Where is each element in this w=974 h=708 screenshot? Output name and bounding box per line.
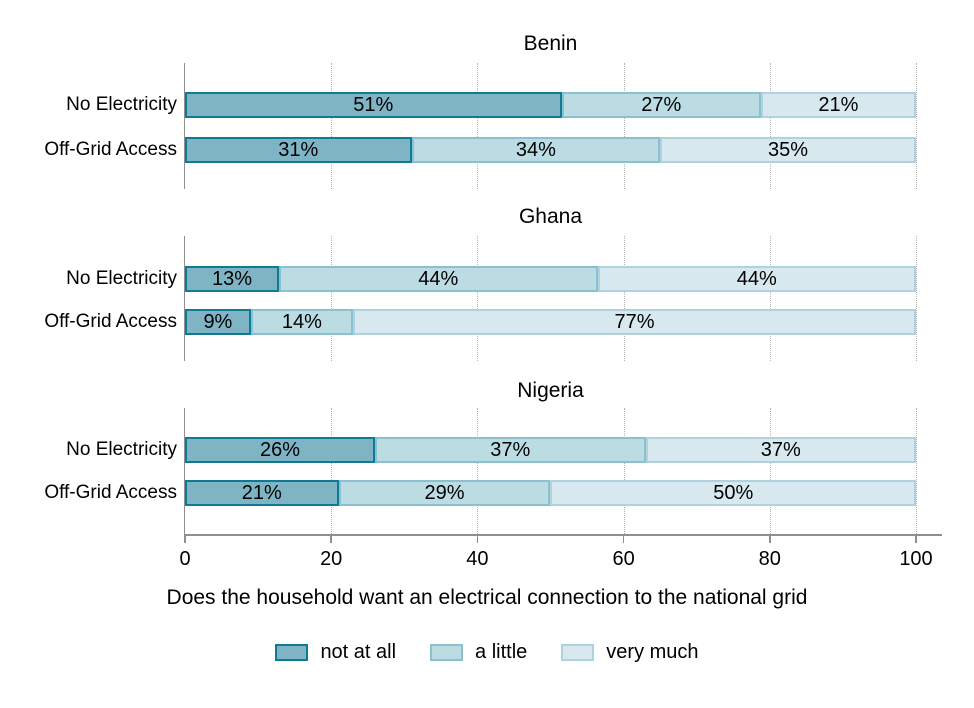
legend-swatch-icon: [430, 643, 464, 661]
x-tick-60: [622, 534, 625, 543]
panel-title-nigeria: Nigeria: [517, 379, 584, 402]
bar-row-benin-1: 31% 34% 35%: [185, 137, 916, 163]
x-tick-80: [769, 534, 771, 543]
bar-segment: 51%: [185, 92, 562, 118]
gridline-benin-100: [916, 63, 917, 189]
category-label: Off-Grid Access: [44, 311, 177, 332]
category-label: Off-Grid Access: [44, 482, 177, 503]
bar-value-label: 44%: [418, 268, 459, 290]
bar-segment: 9%: [185, 309, 251, 335]
bar-row-benin-0: 51% 27% 21%: [185, 92, 916, 118]
x-tick-0: [184, 534, 186, 543]
bar-segment: 44%: [279, 266, 598, 292]
bar-value-label: 9%: [203, 311, 233, 333]
x-tick-20: [330, 534, 332, 543]
bar-value-label: 44%: [736, 268, 777, 290]
gridline-ghana-100: [916, 236, 917, 361]
gridline-ghana-80: [769, 236, 771, 361]
category-label: No Electricity: [66, 94, 177, 115]
legend-item-a-little: a little: [430, 640, 527, 664]
bar-value-label: 51%: [353, 94, 394, 116]
bar-segment: 27%: [561, 92, 761, 118]
bar-segment: 44%: [597, 266, 916, 292]
x-tick-label: 100: [899, 548, 933, 570]
category-label: No Electricity: [66, 439, 177, 460]
legend-swatch-icon: [275, 643, 309, 661]
bar-segment: 31%: [185, 137, 412, 163]
bar-value-label: 37%: [760, 439, 801, 461]
legend-swatch-icon: [561, 643, 595, 661]
bar-value-label: 13%: [212, 268, 253, 290]
x-tick-label: 40: [466, 548, 489, 570]
legend-item-very-much: very much: [561, 640, 699, 664]
x-tick-40: [476, 534, 479, 543]
gridline-ghana-40: [477, 236, 479, 361]
x-tick-100: [915, 534, 917, 543]
bar-row-nigeria-0: 26% 37% 37%: [185, 437, 916, 463]
bar-segment: 77%: [353, 309, 916, 335]
gridline-benin-80: [769, 63, 771, 189]
legend-label: very much: [606, 641, 699, 663]
bar-value-label: 26%: [260, 439, 301, 461]
bar-segment: 35%: [660, 137, 916, 163]
panel-title-benin: Benin: [523, 32, 578, 55]
gridline-nigeria-60: [623, 408, 625, 534]
legend-label: not at all: [320, 641, 397, 663]
x-tick-label: 0: [179, 548, 191, 570]
bar-value-label: 50%: [713, 482, 754, 504]
bar-segment: 13%: [185, 266, 280, 292]
bar-value-label: 14%: [281, 311, 322, 333]
bar-row-nigeria-1: 21% 29% 50%: [185, 480, 916, 506]
bar-value-label: 29%: [424, 482, 465, 504]
bar-segment: 29%: [338, 480, 551, 506]
bar-segment: 34%: [411, 137, 661, 163]
category-label: Off-Grid Access: [44, 139, 177, 160]
bar-value-label: 31%: [278, 139, 319, 161]
gridline-benin-60: [623, 63, 625, 189]
bar-segment: 50%: [550, 480, 916, 506]
bar-segment: 26%: [185, 437, 376, 463]
gridline-benin-40: [477, 63, 479, 189]
x-tick-label: 80: [758, 548, 781, 570]
bar-value-label: 35%: [768, 139, 809, 161]
legend-label: a little: [475, 641, 528, 663]
gridline-nigeria-40: [477, 408, 479, 534]
category-label: No Electricity: [66, 268, 177, 289]
gridline-ghana-20: [331, 236, 333, 361]
bar-segment: 21%: [760, 92, 916, 118]
bar-segment: 21%: [185, 480, 339, 506]
x-axis-line: [183, 534, 942, 536]
bar-value-label: 27%: [641, 94, 682, 116]
gridline-nigeria-100: [916, 408, 917, 534]
y-axis-line-nigeria: [183, 408, 185, 534]
bar-row-ghana-0: 13% 44% 44%: [185, 266, 916, 292]
panel-title-ghana: Ghana: [518, 205, 583, 228]
gridline-nigeria-20: [331, 408, 333, 534]
y-axis-line-ghana: [183, 236, 185, 361]
bar-value-label: 21%: [818, 94, 859, 116]
bar-row-ghana-1: 9% 14% 77%: [185, 309, 916, 335]
bar-segment: 14%: [250, 309, 354, 335]
bar-value-label: 77%: [614, 311, 655, 333]
y-axis-line-benin: [183, 63, 185, 189]
bar-value-label: 37%: [490, 439, 531, 461]
bar-segment: 37%: [645, 437, 916, 463]
bar-value-label: 34%: [515, 139, 556, 161]
bar-value-label: 21%: [241, 482, 282, 504]
x-tick-label: 20: [320, 548, 343, 570]
bar-segment: 37%: [375, 437, 646, 463]
gridline-nigeria-80: [769, 408, 771, 534]
gridline-ghana-60: [623, 236, 625, 361]
legend-item-not-at-all: not at all: [275, 640, 396, 664]
x-tick-label: 60: [612, 548, 635, 570]
gridline-benin-20: [331, 63, 333, 189]
legend: not at all a little very much: [0, 637, 974, 667]
x-axis-title: Does the household want an electrical co…: [166, 586, 808, 609]
